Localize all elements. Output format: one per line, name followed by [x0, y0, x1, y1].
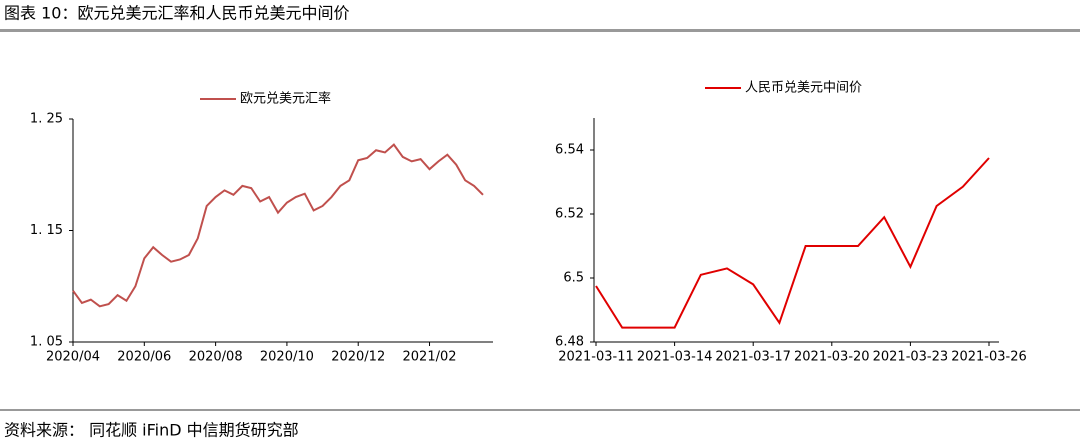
- x-tick-label: 2021/02: [403, 350, 457, 365]
- y-tick-label: 1. 05: [30, 335, 63, 350]
- y-tick-label: 6.54: [555, 143, 584, 158]
- x-tick-label: 2020/06: [117, 350, 171, 365]
- y-tick-label: 1. 15: [30, 223, 63, 238]
- y-tick-label: 6.52: [555, 207, 584, 222]
- legend-label: 人民币兑美元中间价: [745, 81, 862, 96]
- x-tick-label: 2021-03-20: [794, 350, 870, 365]
- header-rule: [0, 29, 1080, 32]
- series-line: [595, 157, 990, 329]
- x-tick-label: 2021-03-14: [637, 350, 713, 365]
- legend-label: 欧元兑美元汇率: [240, 91, 331, 107]
- x-tick-label: 2021-03-11: [558, 350, 634, 365]
- x-tick-label: 2020/08: [189, 350, 243, 365]
- series-line: [72, 143, 484, 308]
- x-tick-label: 2021-03-26: [951, 350, 1027, 365]
- footer-rule: [0, 409, 1080, 411]
- source: 资料来源： 同花顺 iFinD 中信期货研究部: [4, 421, 299, 440]
- x-tick-label: 2020/12: [331, 350, 385, 365]
- page-title: 图表 10：欧元兑美元汇率和人民币兑美元中间价: [4, 4, 349, 23]
- y-tick-label: 6.48: [555, 335, 584, 350]
- x-tick-label: 2020/10: [260, 350, 314, 365]
- y-tick-label: 6.5: [563, 271, 584, 286]
- y-tick-label: 1. 25: [30, 112, 63, 127]
- x-tick-label: 2021-03-23: [873, 350, 949, 365]
- x-tick-label: 2021-03-17: [715, 350, 791, 365]
- x-tick-label: 2020/04: [46, 350, 100, 365]
